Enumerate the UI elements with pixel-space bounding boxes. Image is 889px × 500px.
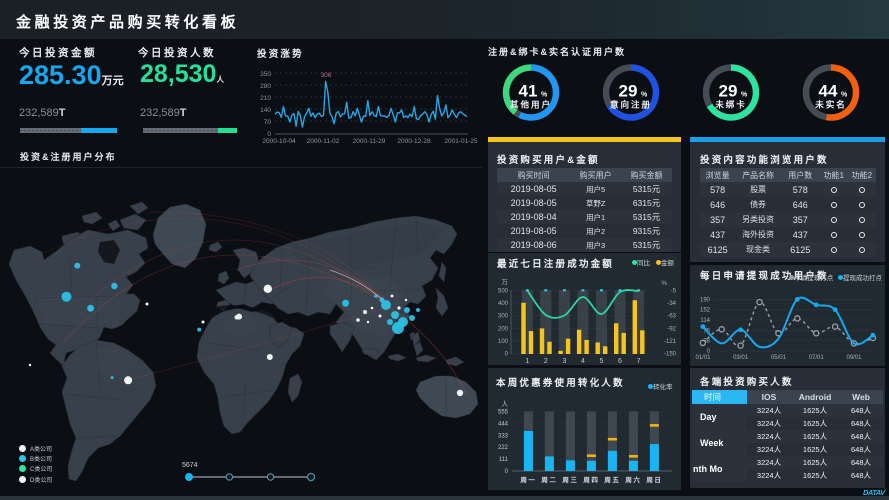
svg-text:0: 0 [505, 352, 509, 358]
svg-text:2000-10-04: 2000-10-04 [262, 138, 296, 145]
svg-text:4: 4 [581, 358, 585, 365]
svg-text:7: 7 [637, 358, 641, 365]
svg-text:5: 5 [600, 358, 604, 365]
svg-text:未实名: 未实名 [814, 100, 847, 110]
svg-text:2000-12-28: 2000-12-28 [397, 138, 431, 145]
svg-text:%: % [641, 92, 648, 99]
svg-text:210: 210 [260, 95, 271, 102]
svg-text:70: 70 [264, 119, 272, 126]
svg-text:280: 280 [260, 83, 271, 90]
svg-text:3: 3 [562, 358, 566, 365]
svg-text:333: 333 [498, 433, 509, 439]
svg-text:0: 0 [505, 469, 509, 475]
svg-text:%: % [841, 92, 848, 99]
svg-text:%: % [661, 280, 667, 287]
svg-text:09/01: 09/01 [846, 355, 862, 361]
svg-text:306: 306 [321, 72, 332, 79]
svg-text:03/01: 03/01 [733, 355, 749, 361]
svg-text:2001-01-25: 2001-01-25 [444, 138, 478, 145]
svg-text:300: 300 [498, 314, 509, 320]
svg-text:555: 555 [498, 410, 509, 416]
svg-text:350: 350 [260, 71, 271, 78]
svg-text:周三: 周三 [562, 475, 578, 484]
svg-text:100: 100 [498, 339, 509, 345]
svg-text:0: 0 [267, 131, 271, 138]
svg-text:%: % [541, 92, 548, 99]
svg-text:-121: -121 [664, 339, 677, 345]
svg-text:29: 29 [619, 82, 638, 101]
svg-text:29: 29 [719, 82, 738, 101]
svg-text:44: 44 [819, 82, 838, 101]
svg-text:200: 200 [498, 326, 509, 332]
svg-text:400: 400 [498, 301, 509, 307]
svg-text:41: 41 [519, 82, 538, 101]
svg-text:-34: -34 [667, 301, 676, 307]
svg-text:意向注册: 意向注册 [610, 100, 652, 110]
svg-text:6: 6 [618, 358, 622, 365]
svg-text:周日: 周日 [646, 475, 662, 484]
svg-text:人: 人 [502, 400, 509, 408]
svg-text:222: 222 [498, 445, 509, 451]
svg-text:未绑卡: 未绑卡 [714, 100, 747, 110]
svg-text:05/01: 05/01 [771, 355, 787, 361]
svg-text:周二: 周二 [541, 475, 557, 484]
svg-text:-63: -63 [667, 314, 676, 320]
svg-text:-5: -5 [671, 288, 677, 294]
svg-text:140: 140 [260, 107, 271, 114]
svg-text:500: 500 [498, 288, 509, 294]
svg-text:1: 1 [525, 358, 529, 365]
svg-text:-150: -150 [664, 352, 677, 358]
svg-text:111: 111 [499, 457, 509, 463]
svg-text:38: 38 [703, 339, 710, 345]
svg-text:周五: 周五 [604, 475, 620, 484]
svg-text:0: 0 [707, 349, 711, 355]
svg-text:周四: 周四 [583, 475, 599, 484]
svg-text:152: 152 [700, 308, 711, 314]
svg-text:444: 444 [498, 421, 509, 427]
svg-text:2000-11-29: 2000-11-29 [353, 138, 386, 145]
svg-text:%: % [741, 92, 748, 99]
svg-text:190: 190 [700, 297, 711, 303]
svg-text:-92: -92 [667, 326, 676, 332]
svg-text:01/01: 01/01 [695, 355, 711, 361]
svg-text:2000-11-02: 2000-11-02 [307, 138, 340, 145]
svg-text:114: 114 [700, 318, 710, 324]
svg-text:周六: 周六 [625, 475, 641, 484]
svg-text:其他用户: 其他用户 [510, 100, 552, 110]
svg-text:2: 2 [544, 358, 548, 365]
svg-text:万: 万 [502, 278, 509, 286]
svg-text:07/01: 07/01 [809, 355, 825, 361]
svg-text:周一: 周一 [520, 475, 536, 484]
